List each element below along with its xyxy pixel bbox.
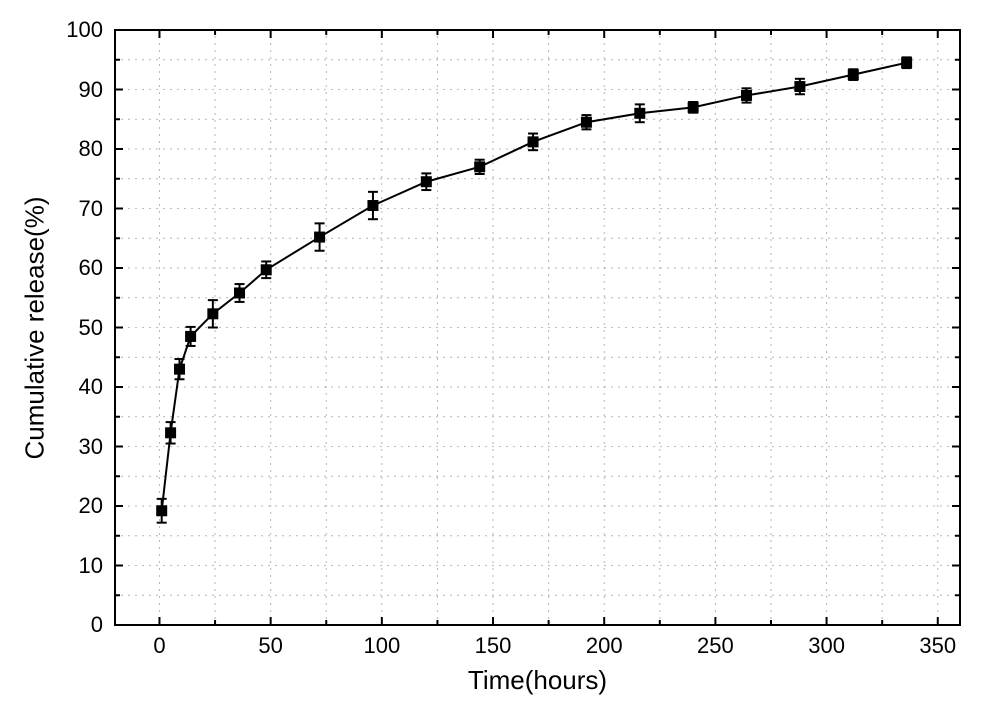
y-tick-label: 30 [79,434,103,460]
x-tick-label: 300 [808,633,845,659]
x-axis-title: Time(hours) [468,665,607,696]
y-tick-label: 0 [91,612,103,638]
y-tick-label: 90 [79,77,103,103]
y-tick-label: 10 [79,553,103,579]
y-tick-label: 60 [79,255,103,281]
minor-grid [114,29,955,625]
series-line [162,63,907,511]
x-tick-label: 200 [586,633,623,659]
y-tick-label: 70 [79,196,103,222]
ticks [115,30,960,625]
y-tick-label: 80 [79,136,103,162]
y-tick-label: 100 [66,17,103,43]
x-tick-label: 100 [363,633,400,659]
y-axis-title: Cumulative release(%) [20,196,51,459]
chart-svg [0,0,1000,707]
y-tick-label: 20 [79,493,103,519]
x-tick-label: 50 [258,633,282,659]
x-tick-label: 350 [919,633,956,659]
error-bars [157,57,912,522]
release-chart: 0 50 100 150 200 250 300 350 0 10 20 30 40 50 60 70 80 90… [0,0,1000,707]
series-markers [156,57,912,516]
x-tick-label: 250 [697,633,734,659]
x-tick-label: 150 [475,633,512,659]
y-tick-label: 50 [79,315,103,341]
plot-frame [115,30,960,625]
x-tick-label: 0 [153,633,165,659]
y-tick-label: 40 [79,374,103,400]
